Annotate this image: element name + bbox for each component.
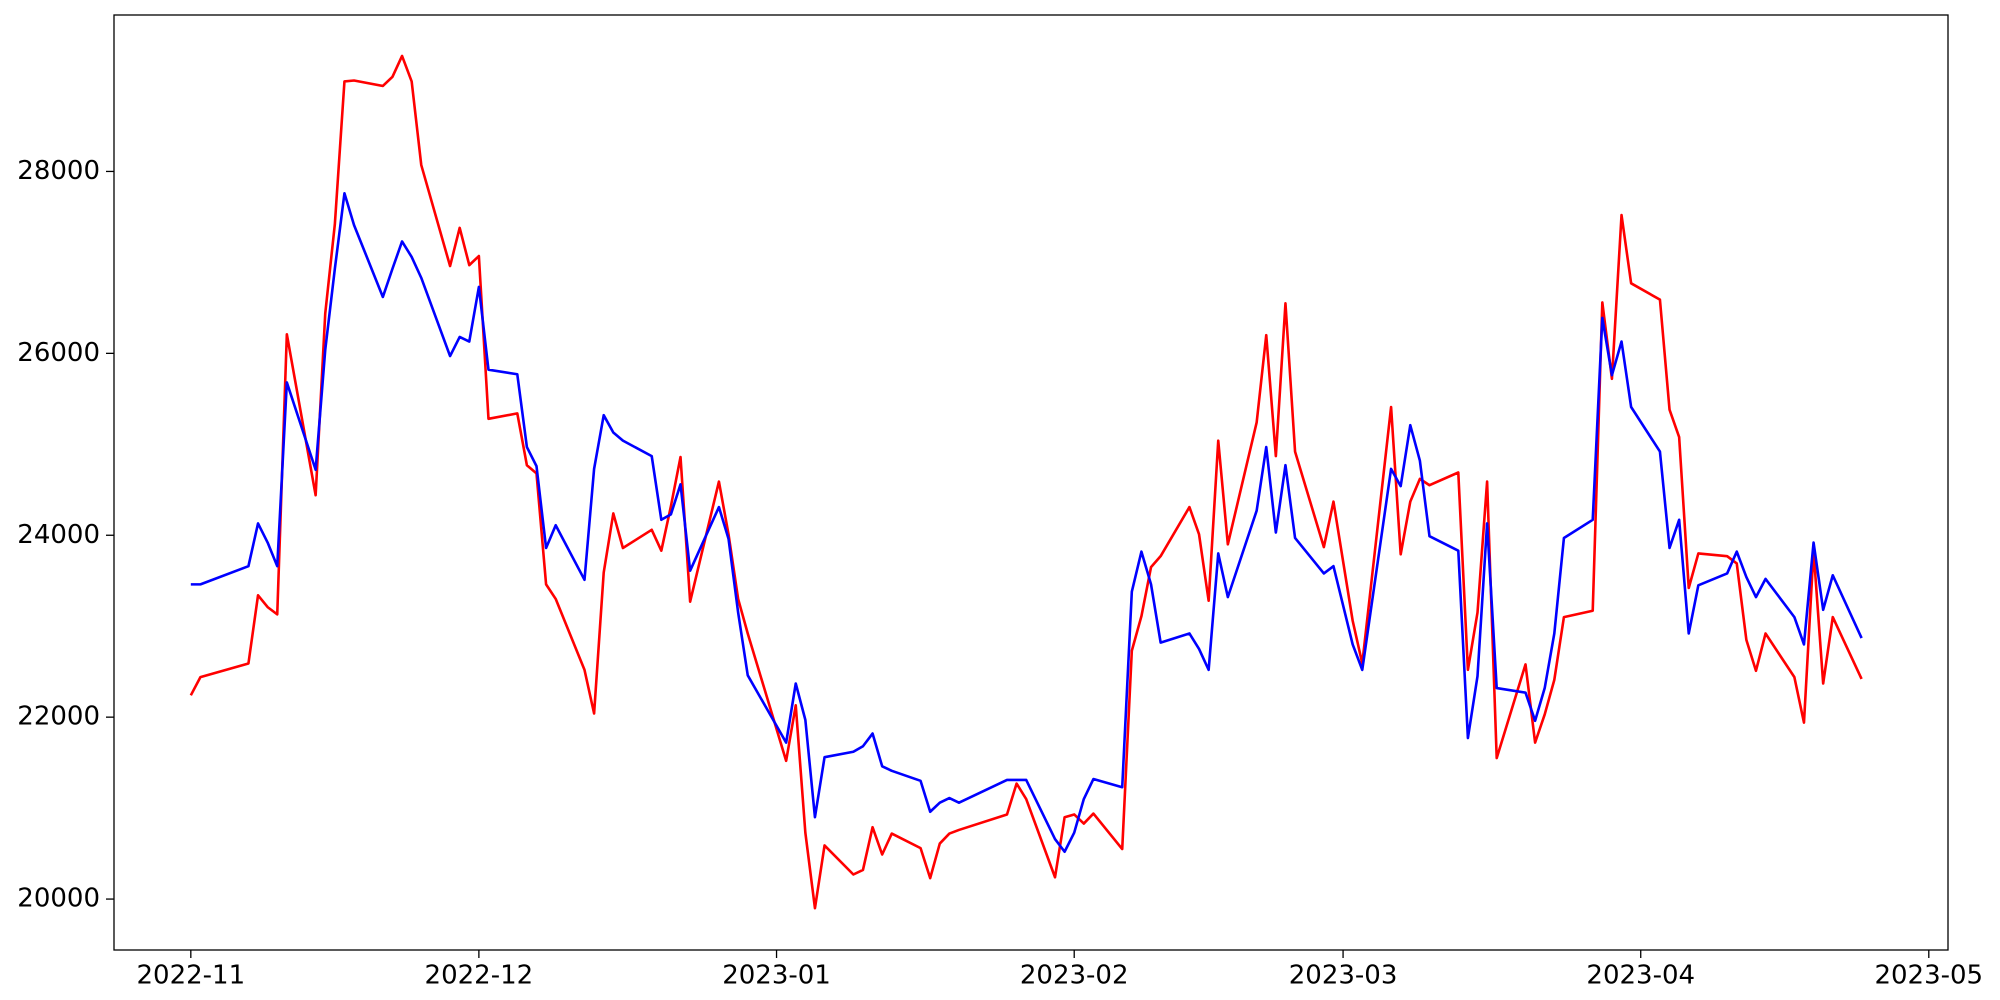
y-tick-label: 24000 bbox=[17, 520, 100, 550]
series-line bbox=[190, 191, 1863, 854]
x-tick-label: 2023-02 bbox=[1020, 961, 1129, 991]
x-tick-label: 2023-03 bbox=[1289, 961, 1398, 991]
x-tick-label: 2023-05 bbox=[1874, 961, 1983, 991]
plot-frame bbox=[113, 14, 1949, 951]
x-tick-label: 2023-01 bbox=[722, 961, 831, 991]
y-tick-label: 20000 bbox=[17, 884, 100, 914]
series-line bbox=[189, 54, 1863, 910]
x-tick-label: 2022-11 bbox=[136, 961, 245, 991]
x-tick-label: 2023-04 bbox=[1586, 961, 1695, 991]
y-tick-label: 26000 bbox=[17, 338, 100, 368]
x-tick-label: 2022-12 bbox=[425, 961, 534, 991]
y-tick-label: 28000 bbox=[17, 156, 100, 186]
y-tick-label: 22000 bbox=[17, 702, 100, 732]
